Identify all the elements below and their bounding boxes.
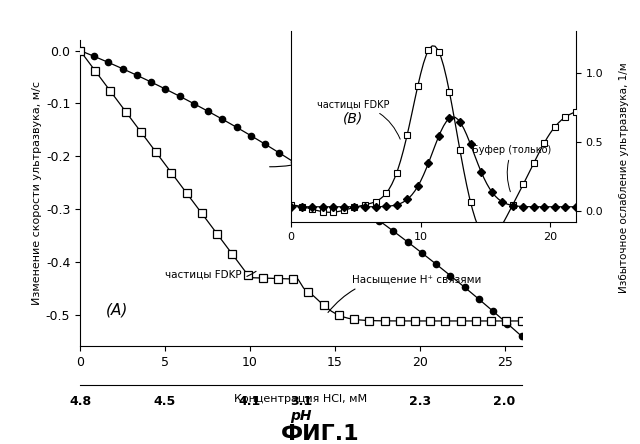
- Text: (A): (A): [106, 303, 128, 317]
- Text: ФИГ.1: ФИГ.1: [281, 424, 359, 444]
- Text: Буфер (только): Буфер (только): [269, 127, 403, 167]
- Text: Насыщение H⁺ связями: Насыщение H⁺ связями: [328, 275, 481, 313]
- Text: Избыточное ослабление ультразвука, 1/м: Избыточное ослабление ультразвука, 1/м: [619, 62, 629, 293]
- X-axis label: pH: pH: [290, 409, 312, 423]
- Text: Буфер (только): Буфер (только): [472, 145, 552, 192]
- Text: (B): (B): [342, 112, 363, 126]
- X-axis label: Концентрация HCl, мМ: Концентрация HCl, мМ: [234, 394, 367, 404]
- Text: частицы FDKP: частицы FDKP: [165, 270, 256, 280]
- Text: частицы FDKP: частицы FDKP: [317, 99, 400, 139]
- Y-axis label: Изменение скорости ультразвука, м/с: Изменение скорости ультразвука, м/с: [31, 81, 42, 305]
